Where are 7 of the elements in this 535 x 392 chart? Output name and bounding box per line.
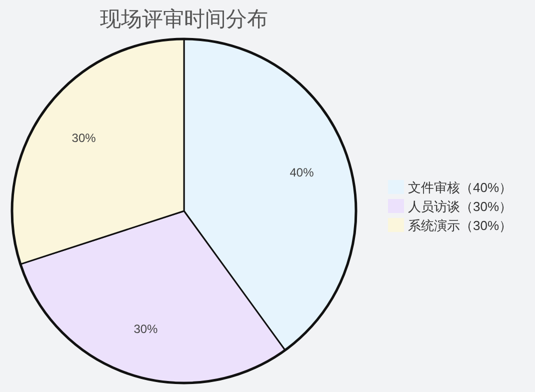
legend-label: 人员访谈（30%） — [408, 199, 512, 214]
data-label: 30% — [72, 131, 96, 146]
chart-title: 现场评审时间分布 — [100, 8, 268, 31]
slice-label: 文件审核（40%） — [408, 180, 512, 195]
legend-label: 系统演示（30%） — [408, 218, 512, 233]
data-label: 30% — [134, 322, 158, 336]
data-label: 40% — [290, 166, 314, 180]
